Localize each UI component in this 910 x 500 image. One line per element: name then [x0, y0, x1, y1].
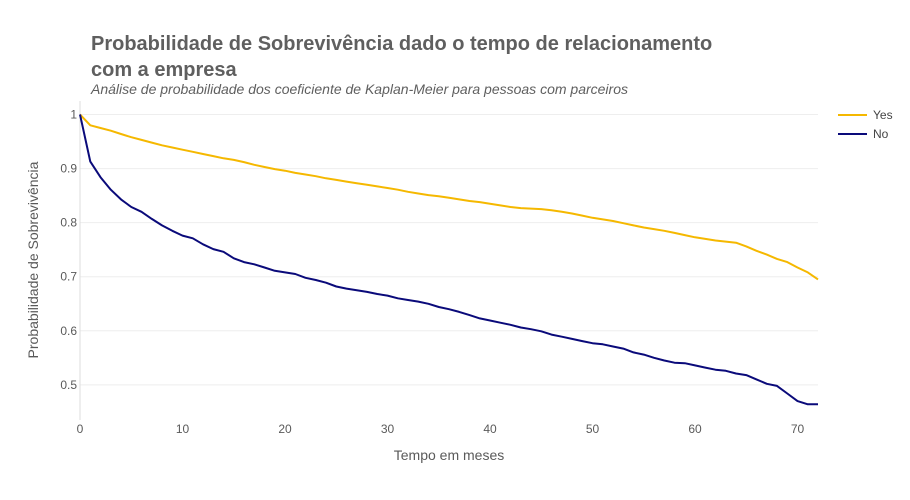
legend-label-no[interactable]: No [873, 127, 889, 141]
legend: Yes No [838, 108, 893, 141]
grid-lines [80, 114, 818, 386]
series-line-yes[interactable] [79, 113, 819, 281]
y-tick-label: 0.8 [60, 216, 77, 230]
series-lines [79, 113, 819, 406]
x-axis-title: Tempo em meses [394, 447, 504, 463]
axes: 0.50.60.70.80.910 10 20 30 40 50 60 70 [60, 101, 804, 436]
x-tick-label: 60 [688, 422, 702, 436]
x-tick-label: 10 [176, 422, 190, 436]
y-tick-label: 0.5 [60, 378, 77, 392]
x-tick-label: 0 [77, 422, 84, 436]
x-tick-label: 50 [586, 422, 600, 436]
x-tick-label: 30 [381, 422, 395, 436]
y-tick-label: 0.7 [60, 270, 77, 284]
y-axis-title: Probabilidade de Sobrevivência [25, 161, 41, 358]
y-tick-label: 0.9 [60, 162, 77, 176]
y-tick-label: 0.6 [60, 324, 77, 338]
x-tick-label: 70 [791, 422, 805, 436]
chart-subtitle: Análise de probabilidade dos coeficiente… [90, 81, 628, 97]
x-tick-label: 20 [278, 422, 292, 436]
series-line-no[interactable] [79, 114, 818, 406]
chart-title-line-2: com a empresa [91, 59, 238, 81]
x-tick-label: 40 [483, 422, 497, 436]
chart-title-line-1: Probabilidade de Sobrevivência dado o te… [91, 33, 712, 55]
legend-label-yes[interactable]: Yes [873, 108, 893, 122]
y-tick-label: 1 [70, 108, 77, 122]
